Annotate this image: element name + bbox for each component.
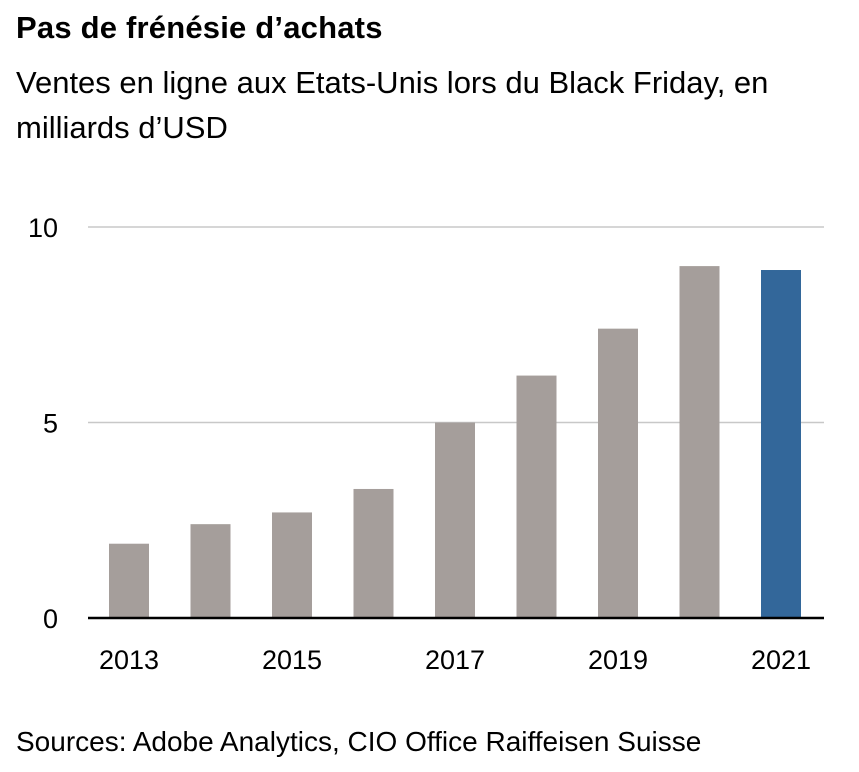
bar-2014 [190,524,231,618]
bar-2015 [272,512,312,618]
x-tick-label-2017: 2017 [425,645,485,675]
y-tick-label-10: 10 [28,213,58,243]
bars [109,266,801,618]
source-note: Sources: Adobe Analytics, CIO Office Rai… [16,726,702,757]
x-axis-ticks: 2013 2015 2017 2019 2021 [99,645,811,675]
x-tick-label-2015: 2015 [262,645,322,675]
bar-2017 [435,422,475,618]
y-tick-label-5: 5 [43,409,58,439]
x-tick-label-2021: 2021 [751,645,811,675]
bar-2016 [353,488,394,618]
bar-2020 [679,266,720,618]
bar-2019 [598,328,638,618]
y-tick-label-0: 0 [43,604,58,634]
bar-2021 [761,270,801,618]
x-tick-label-2019: 2019 [588,645,648,675]
chart-subtitle: Ventes en ligne aux Etats-Unis lors du B… [16,65,769,145]
chart-title: Pas de frénésie d’achats [16,10,383,45]
y-axis-ticks: 0 5 10 [28,213,58,634]
bar-2013 [109,543,149,618]
bar-2018 [516,375,557,618]
x-tick-label-2013: 2013 [99,645,159,675]
